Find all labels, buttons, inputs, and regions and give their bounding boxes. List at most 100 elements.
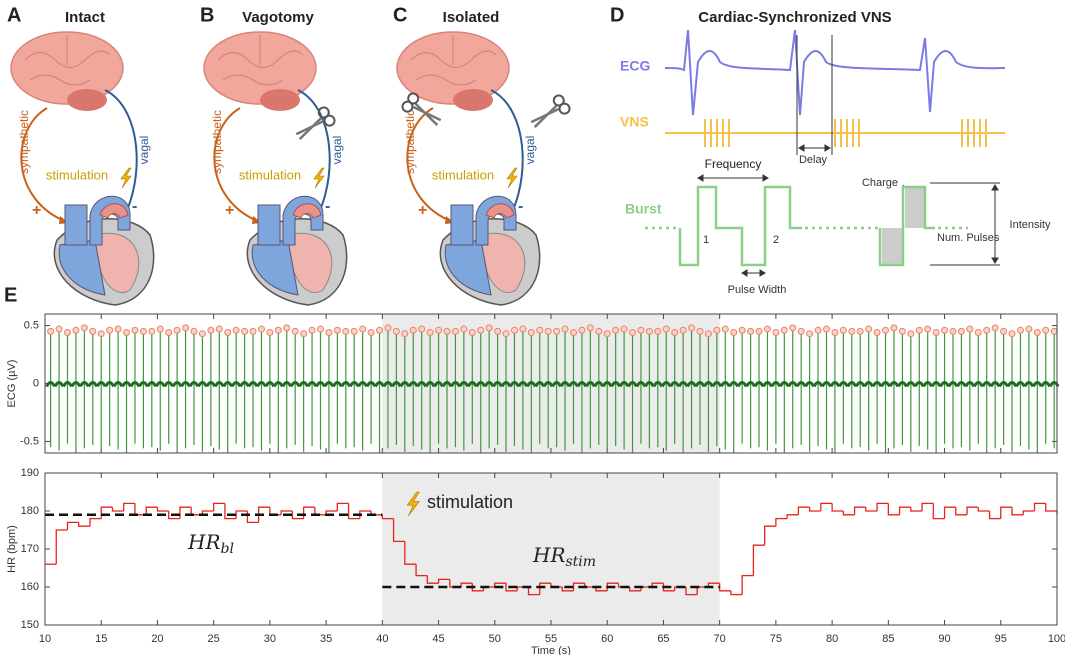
scissors-handle (407, 92, 420, 105)
ecg-band (838, 381, 849, 388)
peak-marker (426, 329, 434, 337)
ecg-band (62, 381, 73, 388)
hr-step (876, 502, 889, 511)
y-tick-label: 190 (21, 467, 39, 479)
peak-marker (485, 324, 493, 332)
peak-marker (266, 329, 274, 337)
frequency-label: Frequency (705, 157, 762, 171)
brain (203, 31, 317, 105)
ecg-band (905, 381, 917, 388)
peak-marker (629, 329, 637, 337)
peak-marker (924, 325, 932, 333)
ecg-band (669, 381, 681, 388)
hr-step (426, 575, 439, 584)
ecg-band (795, 381, 807, 388)
minus-sign: - (325, 198, 330, 215)
panel: B Vagotomy sympathetic vagal stimulation + - (200, 4, 348, 306)
hr-step (988, 511, 1001, 520)
ecg-band (104, 381, 115, 388)
peak-marker (966, 325, 974, 333)
ecg-band (509, 381, 520, 388)
peak-marker (72, 326, 80, 334)
peak-marker (106, 326, 114, 334)
peak-marker (443, 327, 451, 335)
peak-marker (814, 326, 822, 334)
ecg-band (627, 381, 638, 388)
cerebellum (67, 89, 107, 111)
sympathetic-arrow (213, 107, 261, 223)
hr-step (763, 525, 776, 546)
ecg-band (407, 381, 419, 388)
brain (10, 31, 124, 105)
peak-marker (207, 326, 215, 334)
ecg-band (450, 381, 461, 388)
scissors-handle (552, 94, 565, 107)
ecg-band (762, 381, 773, 388)
peak-marker (738, 326, 746, 334)
ecg-band (517, 381, 529, 388)
ecg-band (441, 381, 453, 388)
ecg-band (272, 381, 284, 388)
brain (396, 31, 510, 105)
x-tick-label: 55 (545, 633, 557, 645)
hr-step (1011, 507, 1024, 516)
peak-marker (662, 325, 670, 333)
hr-step (606, 582, 619, 591)
ecg-band (230, 381, 242, 388)
heart-right (444, 239, 492, 296)
ecg-band (846, 381, 858, 388)
stimulation-label: stimulation (432, 167, 494, 182)
delay-label: Delay (799, 154, 828, 166)
hr-step (572, 582, 585, 591)
peak-marker (806, 330, 814, 338)
hr-step (977, 507, 990, 512)
panel-title: Intact (65, 9, 105, 26)
bolt (506, 167, 518, 189)
peak-marker (359, 325, 367, 333)
peak-marker (283, 324, 291, 332)
scissors-handle (323, 114, 336, 127)
hr-step (78, 522, 90, 527)
pulse-number: 2 (773, 234, 779, 246)
peak-marker (755, 327, 763, 335)
hr-step (955, 507, 968, 516)
scissors (401, 92, 442, 126)
ecg-band (205, 381, 217, 388)
ecg-band (374, 381, 385, 388)
peak-marker (519, 325, 527, 333)
ecg-band (256, 381, 267, 388)
hr-step (246, 511, 259, 524)
ecg-band (644, 381, 655, 388)
peak-marker (679, 326, 687, 334)
ecg-band (897, 381, 908, 388)
peak-marker (730, 329, 738, 337)
ecg-band (745, 381, 756, 388)
hr-step (89, 517, 102, 527)
hr-step (213, 502, 225, 511)
y-tick-label: 160 (21, 581, 39, 593)
ecg-band (719, 381, 731, 388)
bolt (313, 167, 325, 189)
peak-marker (139, 327, 147, 335)
peak-marker (797, 327, 805, 335)
ecg-band (972, 381, 984, 388)
peak-marker (1008, 330, 1016, 338)
hr-step (392, 518, 405, 543)
ecg-band (365, 381, 377, 388)
peak-marker (114, 325, 122, 333)
ecg-band (863, 381, 874, 388)
ecg-band (247, 381, 259, 388)
ecg-band (812, 381, 824, 388)
panel: C Isolated sympathetic vagal stimulation + - (393, 4, 571, 306)
ecg-band (399, 381, 411, 388)
peak-marker (97, 330, 105, 338)
hr-step (719, 583, 731, 592)
x-tick-label: 50 (489, 633, 501, 645)
panel-letter: E (4, 284, 17, 306)
peak-marker (671, 329, 679, 337)
scissors-blade (530, 104, 560, 128)
hr-step (123, 502, 135, 511)
vns-label: VNS (620, 114, 649, 130)
peak-marker (527, 329, 535, 337)
